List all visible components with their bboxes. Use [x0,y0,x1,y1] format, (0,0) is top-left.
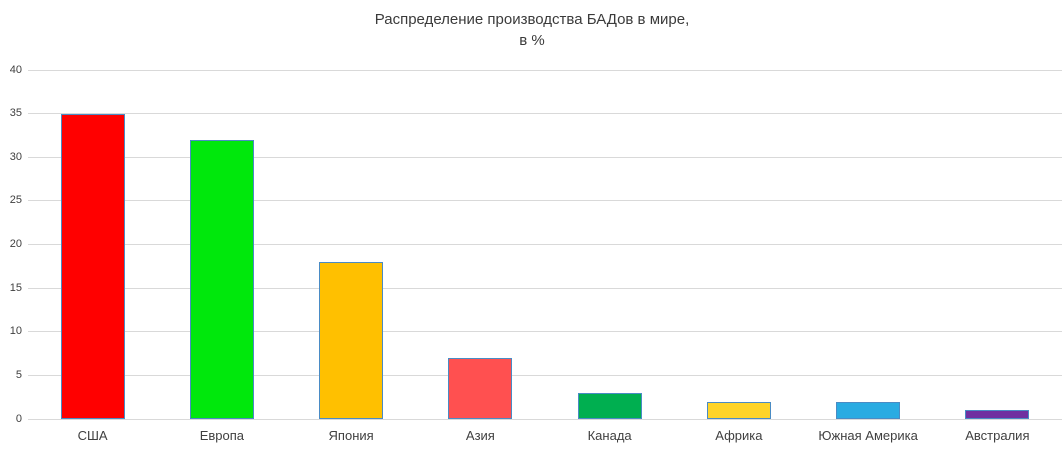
x-tick-label: Африка [715,428,763,443]
y-tick-label: 5 [15,368,22,381]
y-tick-label: 20 [9,238,22,250]
gridline [28,244,1062,245]
chart-title-line1: Распределение производства БАДов в мире, [374,11,690,28]
x-tick-label: Канада [587,428,632,443]
x-tick-label: Япония [328,428,374,443]
bar [577,392,642,419]
bar [189,139,254,419]
bar [60,113,125,419]
x-axis-line [28,418,1062,420]
bar [319,261,384,419]
gridline [28,287,1062,289]
x-tick-label: Азия [465,428,495,443]
gridline [28,113,1062,115]
bar [965,410,1030,419]
chart-title: Распределение производства БАДов в мире,… [0,9,1064,51]
x-tick-label: Южная Америка [818,428,918,443]
bar [836,401,901,419]
y-tick-label: 25 [9,194,22,207]
gridline [28,374,1062,376]
x-tick-label: США [77,428,108,443]
y-tick-label: 10 [9,325,22,338]
chart-title-line2: в % [519,32,545,49]
y-tick-label: 15 [9,281,22,294]
bar [706,401,771,419]
y-tick-label: 0 [15,412,22,425]
bar [448,357,513,419]
gridline [28,331,1062,333]
gridline [28,156,1062,158]
y-tick-label: 40 [9,63,22,76]
y-tick-label: 35 [9,107,22,120]
y-tick-label: 30 [9,150,22,163]
plot-area: 0 5 10 15 20 25 30 35 40 США Европа Япония Азия Канад… [10,64,1062,443]
x-tick-label: Австралия [965,428,1030,443]
gridline [28,69,1062,71]
gridline [28,200,1062,202]
x-tick-label: Европа [199,428,245,443]
